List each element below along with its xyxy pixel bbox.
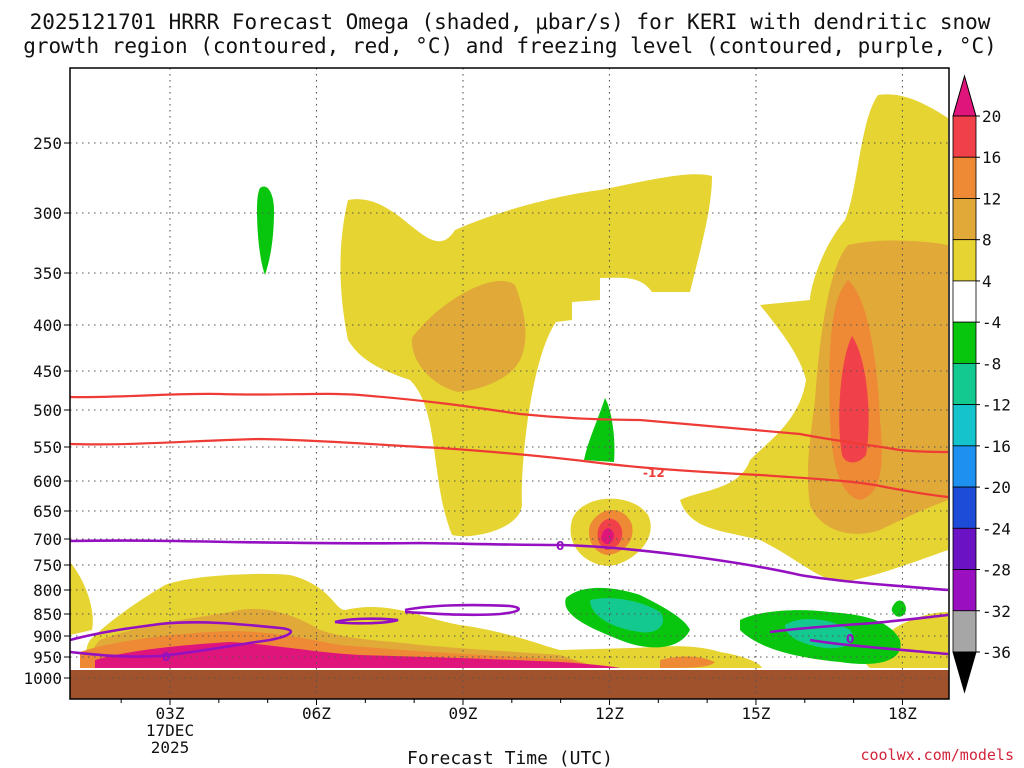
colorbar-segment [952,527,977,570]
omega-green-small-right [891,600,906,617]
colorbar-segment [952,239,977,282]
freezing-contour-right [769,613,949,656]
x-axis-date-year: 2025 [151,738,190,757]
colorbar-label: -8 [982,354,1001,373]
omega-green-mid [584,398,615,462]
omega-teal-low [590,598,664,633]
omega-magenta-cell [601,528,614,545]
colorbar-label: -20 [982,478,1011,497]
x-tick-label: 09Z [449,704,478,723]
colorbar-segment [952,569,977,612]
freezing-contour-loop-a [404,603,521,617]
x-tick-label: 18Z [888,704,917,723]
colorbar-label: -4 [982,313,1001,332]
dgz-contour-label: -12 [643,466,665,480]
freezing-contour-loop-b [334,617,399,625]
y-tick-label: 700 [33,530,62,549]
y-tick-label: 800 [33,581,62,600]
x-tick-label: 12Z [595,704,624,723]
colorbar-label: 20 [982,107,1001,126]
omega-amber-mid [411,281,526,392]
colorbar-label: 4 [982,272,992,291]
colorbar-label: -12 [982,396,1011,415]
x-axis: 03Z 06Z 09Z 12Z 15Z 18Z [120,699,917,723]
freezing-contour-label-lower: 0 [162,650,170,664]
colorbar-segment [952,445,977,488]
y-tick-label: 600 [33,472,62,491]
colorbar-segment [952,404,977,447]
freezing-contour-label-right: 0 [846,632,854,646]
colorbar-label: -32 [982,602,1011,621]
omega-yellow-upper-mid [340,174,712,537]
freezing-contour-upper [69,539,949,592]
colorbar-segment [952,610,977,653]
dgz-contour-upper [69,392,949,454]
dgz-contour-lower [69,437,949,499]
y-tick-label: 300 [33,204,62,223]
omega-yellow-left-low [70,562,93,635]
colorbar-segment [952,115,977,158]
colorbar-segment [952,486,977,529]
x-tick-label: 06Z [302,704,331,723]
y-tick-label: 1000 [23,669,62,688]
colorbar-label: -24 [982,519,1011,538]
freezing-contour-lower [69,621,293,658]
omega-red-right [839,336,869,463]
chart-title-line2: growth region (contoured, red, °C) and f… [23,34,997,58]
y-tick-label: 900 [33,627,62,646]
y-tick-label: 850 [33,605,62,624]
x-tick-label: 15Z [742,704,771,723]
y-tick-label: 400 [33,316,62,335]
colorbar-segment [952,156,977,199]
chart-title-line1: 2025121701 HRRR Forecast Omega (shaded, … [30,10,991,34]
x-tick-label: 03Z [156,704,185,723]
omega-magenta-low [95,642,620,668]
omega-green-top [257,186,274,275]
y-axis: 250 300 350 400 450 500 550 600 650 700 750 800 850 9… [23,134,70,688]
freezing-contour-label-upper: 0 [556,539,564,553]
grid-lines [70,68,949,699]
x-axis-title: Forecast Time (UTC) [407,748,613,768]
plot-frame [69,67,950,700]
colorbar-segment [952,362,977,406]
plot-area: -12 0 0 0 [69,67,950,700]
colorbar-label: 8 [982,231,992,250]
colorbar-label: -28 [982,561,1011,580]
colorbar-label: -16 [982,437,1011,456]
colorbar-label: -36 [982,643,1011,662]
colorbar-segment [952,280,977,323]
y-tick-label: 350 [33,264,62,283]
omega-orange-low-right [660,656,715,668]
colorbar-top-arrow [952,74,977,117]
colorbar-label: 12 [982,189,1001,208]
y-tick-label: 450 [33,362,62,381]
y-tick-label: 250 [33,134,62,153]
colorbar-bottom-arrow [952,651,977,694]
colorbar-label: 16 [982,148,1001,167]
dgz-contours: -12 [69,392,949,499]
source-credit: coolwx.com/models [860,746,1014,764]
y-tick-label: 650 [33,502,62,521]
y-tick-label: 950 [33,648,62,667]
y-tick-label: 550 [33,438,62,457]
y-tick-label: 500 [33,401,62,420]
colorbar-segment [952,321,977,364]
colorbar: 20 16 12 8 4 -4 -8 -12 -16 -20 -24 -28 -32 -36 [952,74,1011,694]
omega-shading [70,94,948,668]
y-tick-label: 750 [33,556,62,575]
colorbar-segment [952,198,977,241]
x-axis-date-day: 17DEC [146,721,194,740]
freezing-level-contours: 0 0 0 [69,539,949,664]
ground-layer [70,670,949,699]
